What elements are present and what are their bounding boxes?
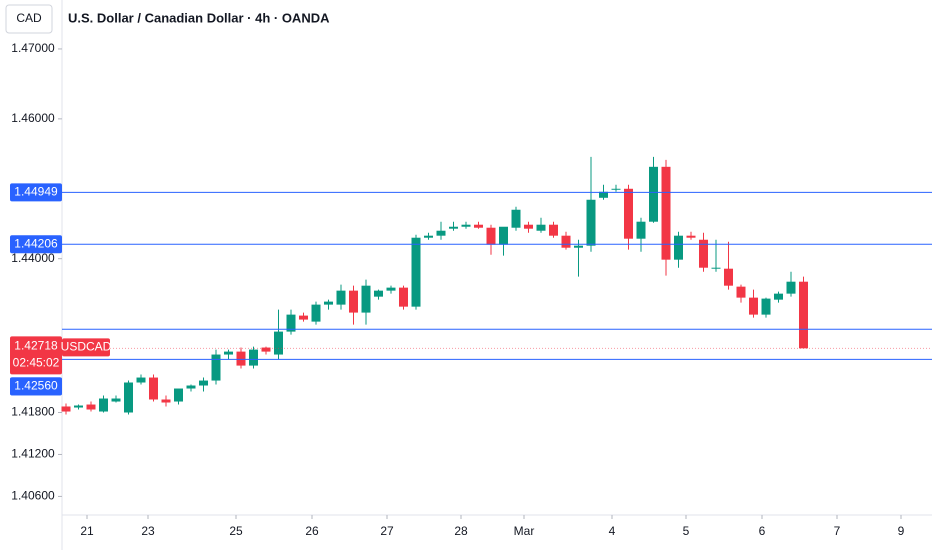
candle-body <box>761 298 771 315</box>
candle-body <box>386 287 396 291</box>
x-tick-label: 27 <box>380 524 394 538</box>
candle-body <box>549 224 558 236</box>
x-tick-label: 7 <box>834 524 841 538</box>
last-price-label: 1.42718 <box>14 338 58 352</box>
candle-body <box>574 245 583 248</box>
level-label-box <box>10 235 62 254</box>
y-tick-label: 1.40600 <box>11 489 55 503</box>
x-tick-label: 26 <box>305 524 319 538</box>
candle-body <box>224 351 233 355</box>
x-tick-label: 28 <box>454 524 468 538</box>
candle-body <box>586 199 596 246</box>
level-label: 1.42560 <box>14 378 58 392</box>
x-tick-label: 25 <box>229 524 243 538</box>
candle-body <box>211 354 221 381</box>
candle-body <box>186 385 196 389</box>
level-label: 1.44206 <box>14 236 58 250</box>
x-tick-label: 5 <box>683 524 690 538</box>
candle-body <box>661 166 671 260</box>
candle-body <box>611 188 621 190</box>
candle-body <box>311 304 321 322</box>
candle-body <box>474 224 483 228</box>
candle-body <box>199 380 208 386</box>
level-label-box <box>10 183 62 202</box>
candle-body <box>61 406 71 412</box>
candle-body <box>786 281 796 294</box>
x-tick-label: 21 <box>80 524 94 538</box>
candle-body <box>711 267 721 269</box>
candle-body <box>749 297 758 315</box>
candle-body <box>136 377 146 383</box>
candle-body <box>499 226 508 245</box>
candle-body <box>399 287 408 307</box>
symbol-label: USDCAD <box>61 339 112 353</box>
candle-body <box>599 191 608 198</box>
y-tick-label: 1.44000 <box>11 251 55 265</box>
candle-body <box>74 405 83 408</box>
y-tick-label: 1.41800 <box>11 405 55 419</box>
candle-body <box>799 281 808 349</box>
x-tick-label: 4 <box>609 524 616 538</box>
candle-body <box>324 301 333 305</box>
candle-body <box>461 224 471 227</box>
candle-body <box>524 224 533 229</box>
candle-body <box>174 388 183 402</box>
candle-body <box>536 224 546 231</box>
level-label: 1.44949 <box>14 185 58 199</box>
candle-body <box>336 290 346 305</box>
candle-body <box>436 230 446 236</box>
candle-body <box>736 286 746 298</box>
symbol-box <box>62 338 110 357</box>
candle-body <box>649 166 658 222</box>
chart-title: U.S. Dollar / Canadian Dollar · 4h · OAN… <box>68 10 330 25</box>
y-tick-label: 1.46000 <box>11 111 55 125</box>
candle-body <box>161 399 171 403</box>
candle-body <box>86 404 96 410</box>
candle-body <box>361 285 371 313</box>
candle-body <box>349 290 358 313</box>
candle-body <box>236 351 246 366</box>
candle-body <box>561 235 571 248</box>
countdown-label: 02:45:02 <box>13 355 60 369</box>
level-label-box <box>10 377 62 396</box>
candle-body <box>274 331 283 355</box>
candle-body <box>411 237 421 307</box>
candle-body <box>674 235 683 260</box>
candle-body <box>149 377 158 400</box>
candle-body <box>774 293 783 300</box>
x-tick-label: Mar <box>514 524 535 538</box>
x-tick-label: 23 <box>141 524 155 538</box>
candle-body <box>99 398 108 412</box>
candle-body <box>636 221 646 239</box>
candle-body <box>261 347 271 352</box>
x-tick-label: 9 <box>898 524 905 538</box>
y-tick-label: 1.47000 <box>11 41 55 55</box>
candle-body <box>699 239 708 268</box>
candle-body <box>286 314 296 332</box>
x-tick-label: 6 <box>759 524 766 538</box>
candle-body <box>249 349 258 366</box>
last-price-box <box>10 336 62 375</box>
candle-body <box>724 268 733 286</box>
candle-body <box>424 235 433 238</box>
candle-body <box>511 209 521 228</box>
candle-body <box>624 188 633 239</box>
candle-body <box>486 227 496 245</box>
candle-body <box>686 235 696 238</box>
currency-box[interactable] <box>5 4 53 34</box>
candle-body <box>299 315 308 320</box>
candle-body <box>111 398 121 402</box>
y-tick-label: 1.41200 <box>11 447 55 461</box>
candle-body <box>124 382 133 413</box>
candle-body <box>374 290 383 297</box>
currency-label[interactable]: CAD <box>16 11 42 25</box>
candle-body <box>449 226 458 229</box>
